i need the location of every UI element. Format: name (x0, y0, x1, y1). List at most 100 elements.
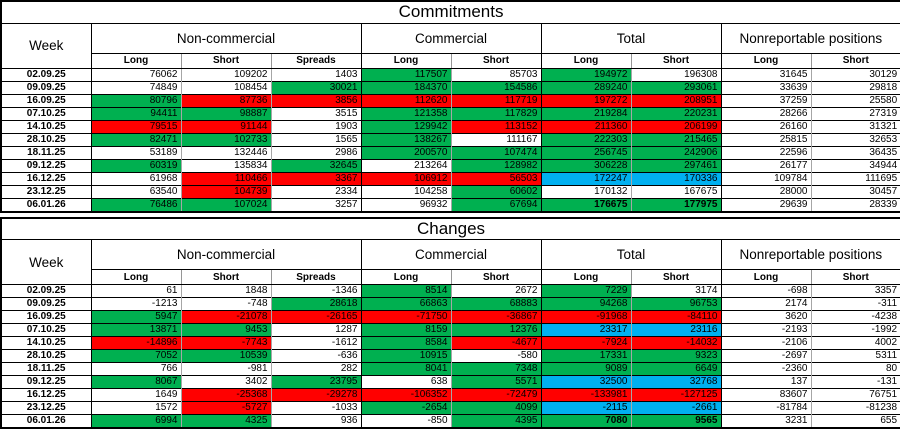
value-cell: 200570 (361, 145, 452, 159)
value-cell: 2174 (721, 297, 812, 311)
group-header: Total (540, 239, 722, 270)
value-cell: -131 (811, 375, 900, 389)
value-cell: -748 (181, 297, 272, 311)
value-cell: -698 (721, 284, 812, 298)
value-cell: -2654 (361, 401, 452, 415)
value-cell: -133981 (541, 388, 632, 402)
cot-table-changes: Changes Week Non-commercial Commercial Total… (0, 216, 900, 429)
value-cell: 37259 (721, 93, 812, 107)
value-cell: 109202 (181, 67, 272, 81)
value-cell: 7080 (541, 414, 632, 428)
value-cell: 108454 (181, 80, 272, 94)
cot-table-commitments: Commitments Week Non-commercial Commercial T… (0, 0, 900, 213)
value-cell: 28618 (271, 297, 362, 311)
value-cell: 53189 (91, 145, 182, 159)
value-cell: 3231 (721, 414, 812, 428)
table-row: 16.09.25 80796 87736 3856 112620 117719 197272… (1, 93, 900, 107)
group-header: Commercial (360, 22, 542, 54)
value-cell: -2360 (721, 362, 812, 376)
sub-column-header: Long (540, 52, 632, 69)
value-cell: -311 (811, 297, 900, 311)
value-cell: 13871 (91, 323, 182, 337)
value-cell: -71750 (361, 310, 452, 324)
week-cell: 28.10.25 (1, 349, 92, 363)
week-cell: 07.10.25 (1, 323, 92, 337)
value-cell: 9323 (631, 349, 722, 363)
table-row: 28.10.25 7052 10539 -636 10915 -580 17331 9323-… (1, 349, 900, 363)
value-cell: 213264 (361, 158, 452, 172)
value-cell: 8041 (361, 362, 452, 376)
value-cell: 7348 (451, 362, 542, 376)
value-cell: -1346 (271, 284, 362, 298)
week-cell: 14.10.25 (1, 119, 92, 133)
value-cell: -2115 (541, 401, 632, 415)
value-cell: -36867 (451, 310, 542, 324)
value-cell: 4325 (181, 414, 272, 428)
value-cell: -1033 (271, 401, 362, 415)
value-cell: -26165 (271, 310, 362, 324)
value-cell: -14896 (91, 336, 182, 350)
value-cell: -25368 (181, 388, 272, 402)
changes-table-container: Changes Week Non-commercial Commercial Total… (0, 216, 900, 429)
value-cell: 3257 (271, 197, 362, 212)
value-cell: -127125 (631, 388, 722, 402)
value-cell: 60602 (451, 184, 542, 198)
value-cell: 306228 (541, 158, 632, 172)
table-row: 16.12.25 61968 110466 3367 106912 56503 172247… (1, 171, 900, 185)
group-header: Non-commercial (90, 239, 362, 270)
week-column-header: Week (0, 239, 92, 285)
value-cell: 1565 (271, 132, 362, 146)
sub-column-header: Short (450, 269, 542, 285)
value-cell: 135834 (181, 158, 272, 172)
value-cell: 28339 (811, 197, 900, 212)
value-cell: 1403 (271, 67, 362, 81)
value-cell: -580 (451, 349, 542, 363)
value-cell: 17331 (541, 349, 632, 363)
value-cell: 104739 (181, 184, 272, 198)
value-cell: 76062 (91, 67, 182, 81)
value-cell: 4395 (451, 414, 542, 428)
sub-column-header: Short (450, 52, 542, 69)
value-cell: 170132 (541, 184, 632, 198)
table-row: 14.10.25 79515 91144 1903 129942 113152 211360… (1, 119, 900, 133)
value-cell: -2193 (721, 323, 812, 337)
week-cell: 28.10.25 (1, 132, 92, 146)
value-cell: -7924 (541, 336, 632, 350)
value-cell: 208951 (631, 93, 722, 107)
value-cell: 1903 (271, 119, 362, 133)
table-row: 18.11.25 766 -981 282 8041 7348 9089 6649 -2360 8… (1, 362, 900, 376)
value-cell: 26160 (721, 119, 812, 133)
value-cell: 5571 (451, 375, 542, 389)
value-cell: 10915 (361, 349, 452, 363)
week-column-header: Week (0, 22, 92, 69)
value-cell: 107474 (451, 145, 542, 159)
week-cell: 16.09.25 (1, 93, 92, 107)
value-cell: -29278 (271, 388, 362, 402)
week-cell: 06.01.26 (1, 414, 92, 428)
group-header: Nonreportable positions (720, 239, 900, 270)
table-row: 16.09.25 5947 -21078 -26165 -71750 -36867 -919… (1, 310, 900, 324)
sub-column-header: Short (630, 269, 722, 285)
value-cell: 2334 (271, 184, 362, 198)
value-cell: -981 (181, 362, 272, 376)
value-cell: 196308 (631, 67, 722, 81)
value-cell: 7052 (91, 349, 182, 363)
week-cell: 23.12.25 (1, 401, 92, 415)
value-cell: -106352 (361, 388, 452, 402)
table-title: Changes (1, 217, 900, 240)
value-cell: 27319 (811, 106, 900, 120)
week-cell: 02.09.25 (1, 284, 92, 298)
week-cell: 16.12.25 (1, 388, 92, 402)
table-row: 16.12.25 1649 -25368 -29278 -106352 -72479 -13… (1, 388, 900, 402)
group-header: Total (540, 22, 722, 54)
sub-column-header: Long (90, 52, 182, 69)
value-cell: 4099 (451, 401, 542, 415)
value-cell: 293061 (631, 80, 722, 94)
value-cell: 219284 (541, 106, 632, 120)
week-cell: 23.12.25 (1, 184, 92, 198)
value-cell: 1287 (271, 323, 362, 337)
value-cell: 242906 (631, 145, 722, 159)
value-cell: -5727 (181, 401, 272, 415)
value-cell: 102733 (181, 132, 272, 146)
